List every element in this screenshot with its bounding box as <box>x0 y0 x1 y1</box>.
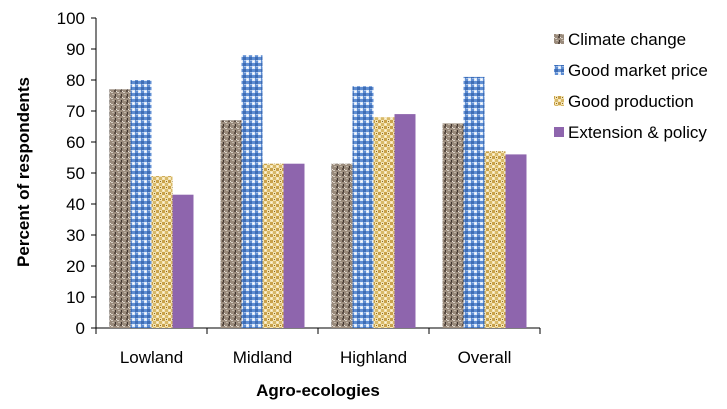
y-tick-label: 0 <box>76 319 85 338</box>
labels: Percent of respondents Agro-ecologies <box>14 77 380 400</box>
legend-label: Good market price <box>568 61 708 80</box>
legend-label: Extension & policy <box>568 123 707 142</box>
bar <box>283 163 305 328</box>
x-axis-title: Agro-ecologies <box>256 381 380 400</box>
bar <box>241 55 263 328</box>
y-tick-label: 30 <box>66 226 85 245</box>
bar <box>151 176 173 328</box>
y-tick-label: 80 <box>66 71 85 90</box>
x-tick-label: Midland <box>233 348 293 367</box>
y-tick-label: 100 <box>57 9 85 28</box>
y-tick-label: 70 <box>66 102 85 121</box>
legend-swatch <box>554 65 564 75</box>
y-tick-label: 90 <box>66 40 85 59</box>
bar <box>484 151 506 328</box>
bar <box>130 80 152 328</box>
x-tick-label: Highland <box>340 348 407 367</box>
axes: 0 10 20 30 40 50 60 70 80 90 100 Lowland Midland High… <box>57 9 541 367</box>
bar <box>220 120 242 328</box>
legend-swatch <box>554 34 564 44</box>
bars <box>109 55 527 329</box>
bar <box>331 163 353 328</box>
y-axis-title: Percent of respondents <box>14 77 33 267</box>
bar <box>463 76 485 329</box>
bar <box>109 89 131 328</box>
legend: Climate change Good market price Good prod… <box>554 30 708 142</box>
bar <box>373 117 395 328</box>
y-tick-label: 60 <box>66 133 85 152</box>
bar <box>262 163 284 328</box>
legend-swatch <box>554 127 564 137</box>
y-tick-label: 40 <box>66 195 85 214</box>
y-tick-label: 50 <box>66 164 85 183</box>
bar <box>352 86 374 328</box>
legend-label: Good production <box>568 92 694 111</box>
bar <box>172 194 194 328</box>
y-tick-label: 10 <box>66 288 85 307</box>
y-tick-label: 20 <box>66 257 85 276</box>
bar <box>442 123 464 329</box>
bar <box>394 114 416 328</box>
x-tick-label: Overall <box>458 348 512 367</box>
legend-label: Climate change <box>568 30 686 49</box>
bar <box>505 154 527 328</box>
legend-swatch <box>554 96 564 106</box>
x-tick-label: Lowland <box>120 348 183 367</box>
